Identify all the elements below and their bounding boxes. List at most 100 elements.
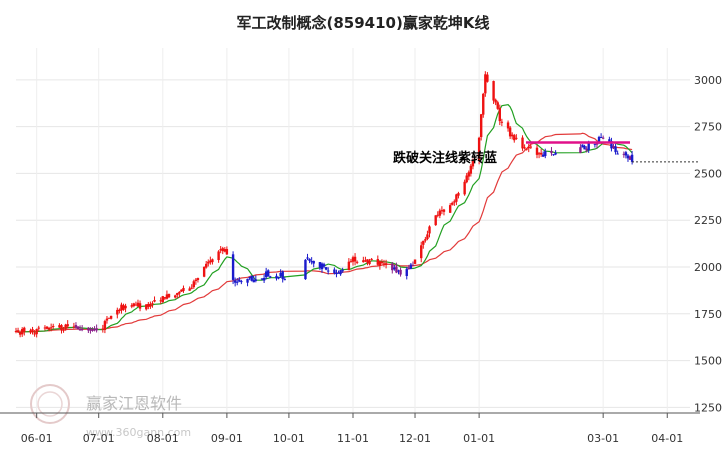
candle-body — [320, 263, 324, 270]
candle-body — [550, 150, 553, 154]
candle-body — [622, 153, 626, 155]
candle-body — [93, 329, 96, 331]
candle-body — [492, 81, 495, 101]
candle-body — [89, 329, 92, 331]
candle-body — [180, 289, 183, 292]
candle-body — [236, 281, 239, 283]
candle-body — [211, 259, 214, 263]
candle-body — [60, 325, 63, 331]
candle-body — [33, 333, 36, 335]
y-tick-label: 2750 — [694, 121, 722, 134]
candle-body — [333, 269, 336, 274]
candle-body — [58, 325, 61, 328]
candle-body — [335, 272, 338, 275]
candle-body — [510, 134, 514, 137]
candle-body — [304, 259, 307, 280]
candle-body — [407, 267, 411, 270]
candle-body — [597, 136, 601, 143]
candle-body — [599, 137, 603, 139]
x-tick-label: 07-01 — [83, 432, 115, 445]
candle-body — [479, 114, 483, 138]
candle-body — [376, 259, 380, 265]
candle-body — [382, 263, 386, 265]
y-tick-label: 1500 — [694, 355, 722, 368]
candle-body — [262, 277, 266, 281]
candle-body — [409, 264, 413, 269]
candle-body — [628, 156, 632, 160]
candle-body — [608, 139, 611, 143]
candle-body — [275, 275, 278, 279]
candle-body — [138, 303, 142, 309]
candle-body — [436, 214, 439, 216]
candle-body — [612, 146, 615, 149]
candle-body — [240, 281, 243, 283]
candle-body — [132, 303, 136, 307]
y-tick-label: 2500 — [694, 167, 722, 180]
candle-body — [498, 107, 501, 122]
candle-body — [355, 261, 359, 263]
candle-body — [579, 147, 582, 153]
candle-body — [442, 209, 446, 212]
candle-body — [147, 303, 150, 307]
candle-body — [428, 226, 431, 234]
candle-body — [362, 260, 365, 263]
candle-body — [134, 304, 138, 306]
candle-body — [455, 194, 458, 202]
candle-body — [269, 276, 272, 278]
watermark-brand: 赢家江恩软件 — [86, 394, 182, 413]
candle-body — [267, 270, 270, 277]
candle-body — [205, 263, 208, 268]
candle-body — [209, 260, 212, 263]
candle-body — [422, 240, 425, 245]
watermark: 赢家江恩软件 www.360gann.com — [30, 384, 191, 439]
candle-body — [21, 329, 24, 335]
candle-body — [145, 304, 148, 310]
candle-body — [337, 272, 340, 274]
candle-body — [176, 293, 179, 295]
candle-body — [182, 287, 185, 291]
candle-body — [43, 327, 47, 329]
candle-body — [525, 148, 528, 150]
candle-body — [364, 260, 367, 262]
candle-body — [248, 277, 251, 279]
candle-body — [277, 277, 280, 279]
candle-body — [610, 141, 613, 149]
candle-body — [513, 135, 516, 141]
annotation-label: 跌破关注线紫转蓝 — [393, 150, 497, 166]
candle-body — [190, 287, 193, 289]
candle-body — [167, 293, 171, 298]
candle-body — [413, 259, 417, 264]
candle-body — [252, 279, 255, 283]
candle-body — [101, 328, 105, 330]
candle-body — [535, 147, 539, 155]
candle-body — [122, 305, 125, 310]
candle-body — [173, 295, 177, 298]
candle-body — [107, 317, 111, 319]
candle-body — [467, 172, 470, 177]
long-ma-line — [15, 132, 633, 334]
candle-body — [471, 160, 475, 167]
y-tick-label: 2250 — [694, 214, 722, 227]
candle-body — [23, 327, 26, 332]
y-tick-label: 1250 — [694, 401, 722, 414]
candle-body — [202, 266, 206, 277]
candle-body — [384, 263, 388, 266]
candle-body — [16, 330, 20, 333]
candle-body — [264, 271, 268, 278]
candle-body — [109, 315, 113, 319]
candle-body — [29, 330, 32, 333]
candle-body — [420, 245, 423, 259]
candle-body — [593, 143, 597, 145]
candle-body — [496, 102, 499, 109]
candle-body — [281, 271, 284, 279]
candle-body — [254, 279, 258, 281]
candle-body — [87, 327, 90, 331]
candle-body — [405, 269, 408, 276]
candle-body — [469, 165, 473, 174]
x-tick-label: 01-01 — [463, 432, 495, 445]
candle-body — [159, 300, 162, 302]
candle-body — [339, 270, 342, 275]
candle-body — [118, 309, 121, 311]
candle-body — [72, 326, 76, 328]
